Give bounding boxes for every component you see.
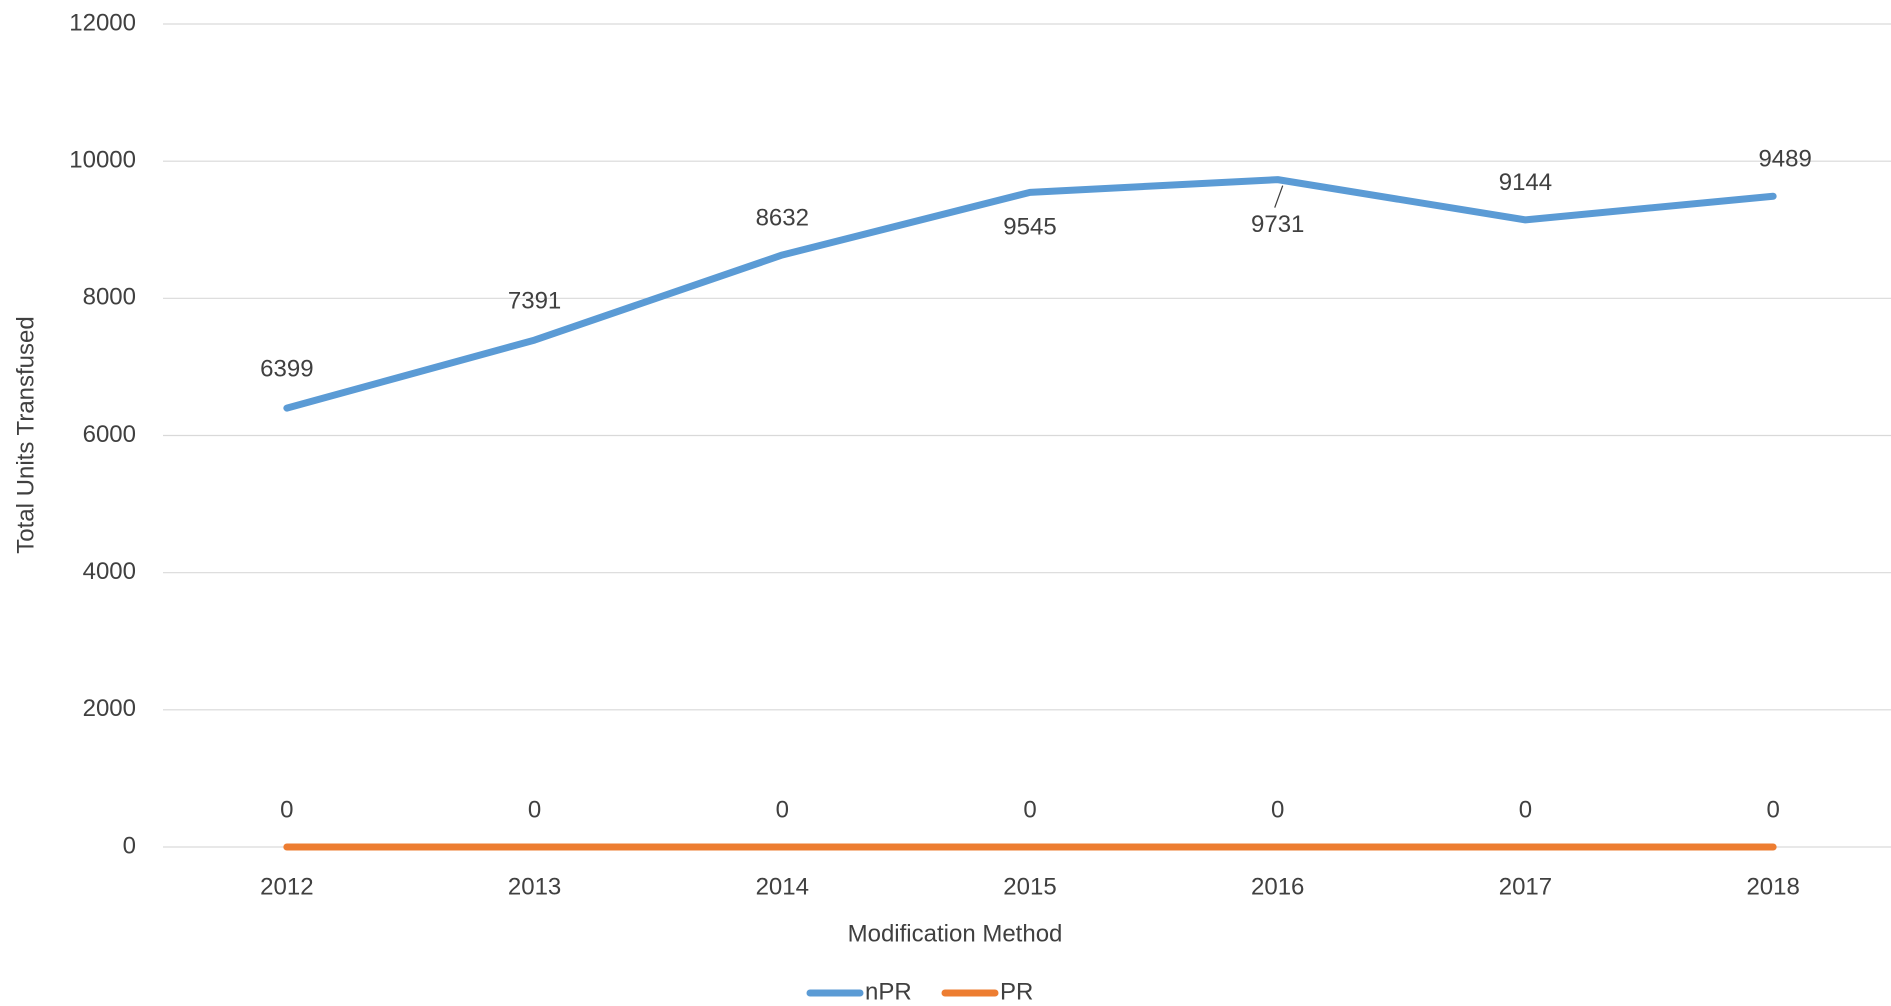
data-label: 7391 [508, 287, 561, 314]
data-label: 0 [1271, 796, 1284, 823]
legend-label: PR [1000, 978, 1033, 1005]
x-tick-label: 2016 [1251, 873, 1304, 900]
data-label: 9489 [1758, 146, 1811, 173]
x-tick-label: 2018 [1746, 873, 1799, 900]
y-tick-label: 2000 [83, 695, 136, 722]
x-tick-label: 2012 [260, 873, 313, 900]
data-label: 0 [528, 796, 541, 823]
data-label: 9545 [1003, 214, 1056, 241]
x-tick-label: 2013 [508, 873, 561, 900]
y-tick-label: 10000 [69, 147, 136, 174]
y-tick-label: 12000 [69, 9, 136, 36]
y-tick-label: 0 [123, 832, 136, 859]
x-axis-title: Modification Method [848, 920, 1063, 947]
y-tick-label: 4000 [83, 558, 136, 585]
leader-line [1274, 185, 1284, 208]
legend-label: nPR [865, 978, 912, 1005]
data-label: 0 [280, 796, 293, 823]
data-label: 0 [1519, 796, 1532, 823]
x-tick-label: 2017 [1499, 873, 1552, 900]
data-label: 6399 [260, 355, 313, 382]
data-label: 0 [776, 796, 789, 823]
y-tick-label: 6000 [83, 421, 136, 448]
data-label: 8632 [756, 204, 809, 231]
data-label: 9731 [1251, 211, 1304, 238]
line-series [283, 176, 1777, 412]
x-tick-label: 2015 [1003, 873, 1056, 900]
x-tick-label: 2014 [756, 873, 809, 900]
data-label: 9144 [1499, 169, 1552, 196]
y-axis-title: Total Units Transfused [12, 316, 39, 553]
data-label: 0 [1766, 796, 1779, 823]
data-label: 0 [1023, 796, 1036, 823]
y-tick-label: 8000 [83, 284, 136, 311]
